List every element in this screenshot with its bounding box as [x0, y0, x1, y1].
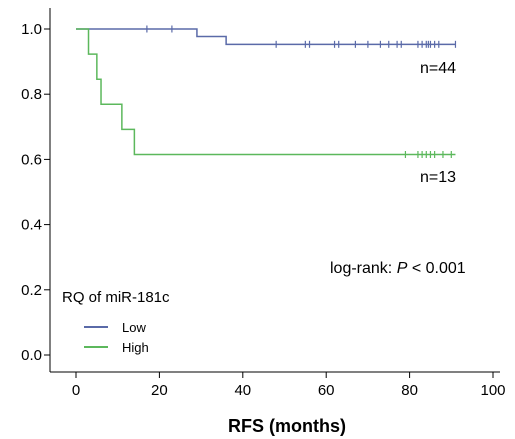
x-axis-title: RFS (months)	[228, 416, 346, 436]
legend-label: Low	[122, 320, 146, 335]
x-tick-label: 20	[151, 382, 168, 399]
x-tick-label: 40	[234, 382, 251, 399]
x-tick-label: 0	[72, 382, 80, 399]
log-rank-p: P	[397, 260, 408, 277]
survival-curve	[76, 28, 456, 46]
series-layer	[76, 25, 457, 159]
x-tick-label: 80	[401, 382, 418, 399]
x-tick-label: 60	[318, 382, 335, 399]
n-label-low: n=44	[420, 60, 456, 77]
y-ticks: 0.0 0.2 0.4 0.6 0.8 1.0	[21, 21, 50, 364]
legend-title: RQ of miR-181c	[62, 289, 170, 306]
n-label-high: n=13	[420, 169, 456, 186]
legend: RQ of miR-181c Low High	[62, 289, 170, 355]
log-rank-prefix: log-rank:	[330, 260, 397, 277]
y-tick-label: 0.2	[21, 282, 42, 299]
log-rank-suffix: < 0.001	[407, 260, 465, 277]
series-high	[76, 28, 456, 159]
legend-item-high: High	[84, 340, 149, 355]
x-tick-label: 100	[480, 382, 505, 399]
y-tick-label: 0.6	[21, 151, 42, 168]
legend-items: Low High	[84, 320, 149, 355]
y-tick-label: 0.0	[21, 347, 42, 364]
legend-item-low: Low	[84, 320, 146, 335]
y-tick-label: 0.8	[21, 86, 42, 103]
axes	[49, 8, 500, 373]
series-low	[76, 25, 457, 48]
y-tick-label: 1.0	[21, 21, 42, 38]
legend-label: High	[122, 340, 149, 355]
survival-curve	[76, 28, 456, 156]
x-ticks: 0 20 40 60 80 100	[72, 372, 506, 399]
y-tick-label: 0.4	[21, 217, 42, 234]
n-labels: n=44 n=13	[420, 60, 456, 186]
log-rank-annotation: log-rank: P < 0.001	[330, 260, 466, 277]
